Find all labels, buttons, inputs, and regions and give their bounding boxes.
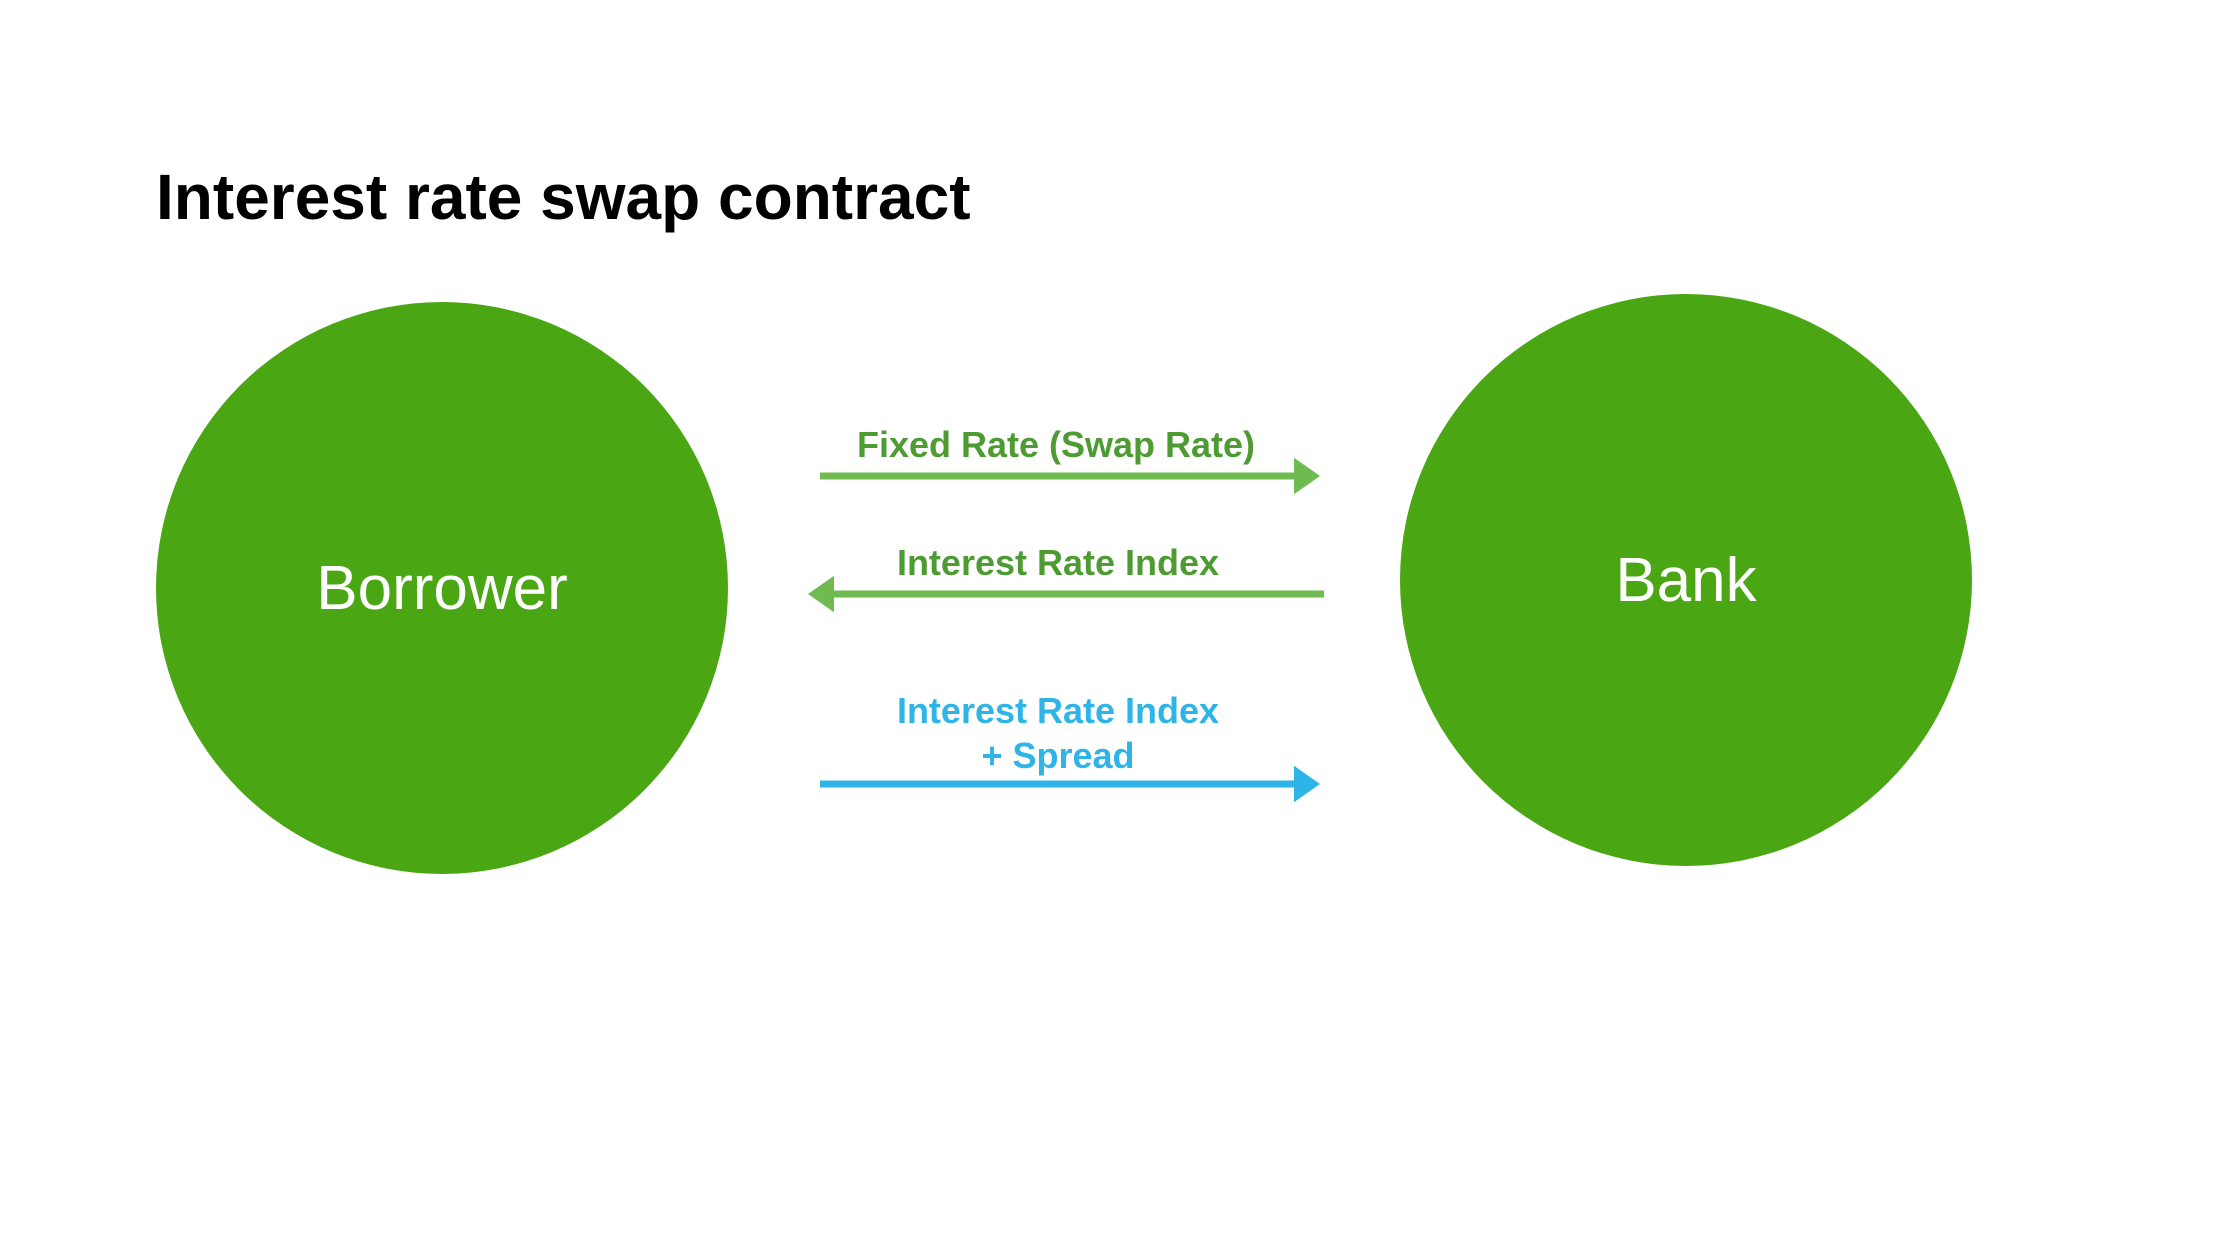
flow-fixed-rate-arrow	[820, 450, 1320, 502]
diagram-title: Interest rate swap contract	[156, 160, 971, 234]
flow-rate-index-spread-arrow	[820, 758, 1320, 810]
diagram-stage: Interest rate swap contract Borrower Ban…	[0, 0, 2240, 1260]
flow-rate-index-arrow	[808, 568, 1324, 620]
node-borrower: Borrower	[156, 302, 728, 874]
